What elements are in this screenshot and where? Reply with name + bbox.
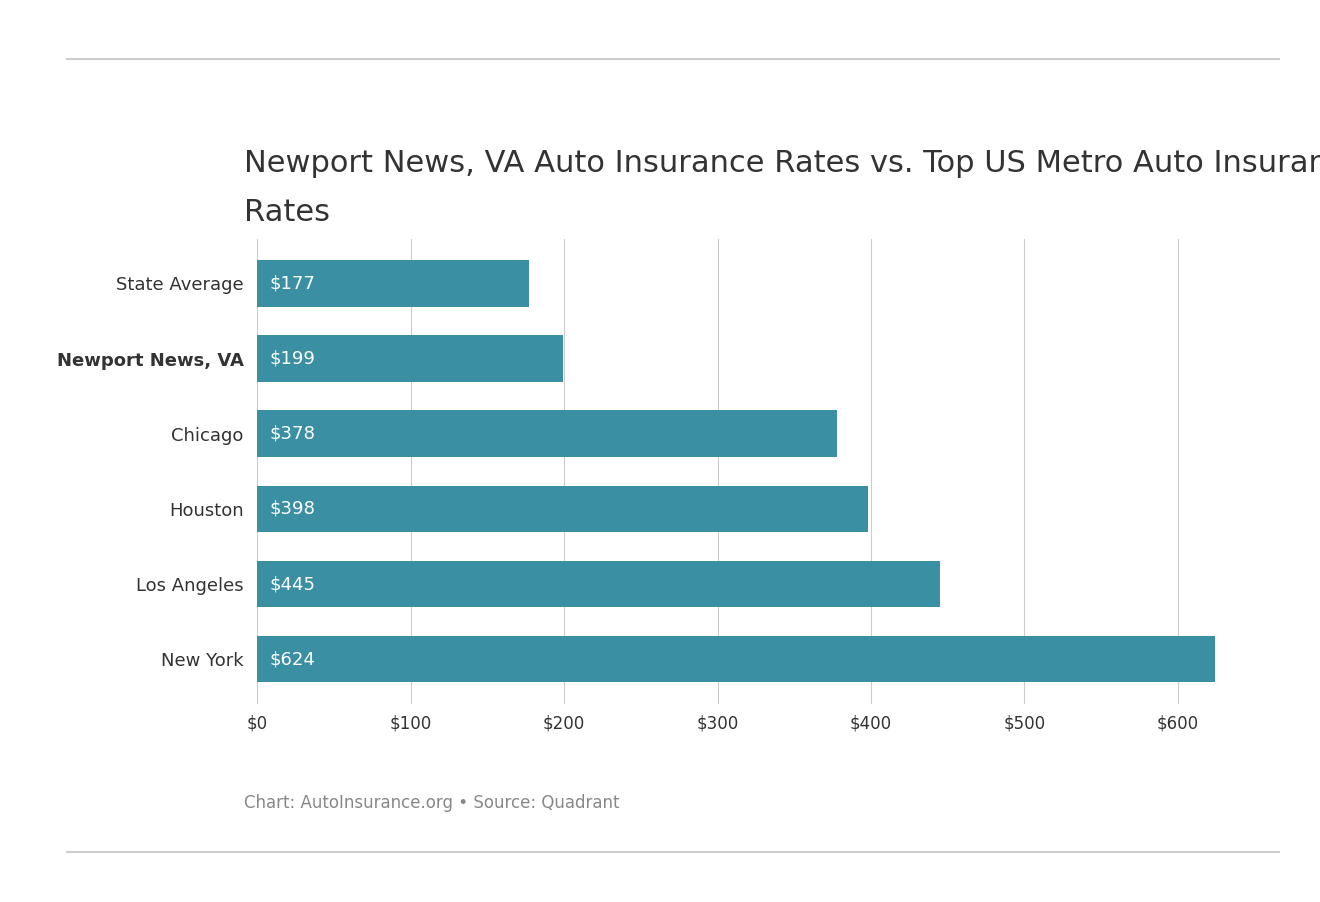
Text: $624: $624 [269, 650, 315, 668]
Text: Chart: AutoInsurance.org • Source: Quadrant: Chart: AutoInsurance.org • Source: Quadr… [244, 794, 619, 812]
Bar [257, 410, 837, 457]
Text: $398: $398 [269, 500, 315, 518]
Bar [257, 561, 940, 607]
Bar [257, 336, 562, 382]
Bar [257, 636, 1214, 683]
Text: $445: $445 [269, 575, 315, 593]
Text: $177: $177 [269, 274, 315, 292]
Text: $199: $199 [269, 350, 315, 368]
Bar [257, 260, 529, 307]
Bar [257, 485, 869, 532]
Text: Newport News, VA Auto Insurance Rates vs. Top US Metro Auto Insurance: Newport News, VA Auto Insurance Rates vs… [244, 149, 1320, 178]
Text: $378: $378 [269, 425, 315, 443]
Text: Rates: Rates [244, 198, 330, 227]
